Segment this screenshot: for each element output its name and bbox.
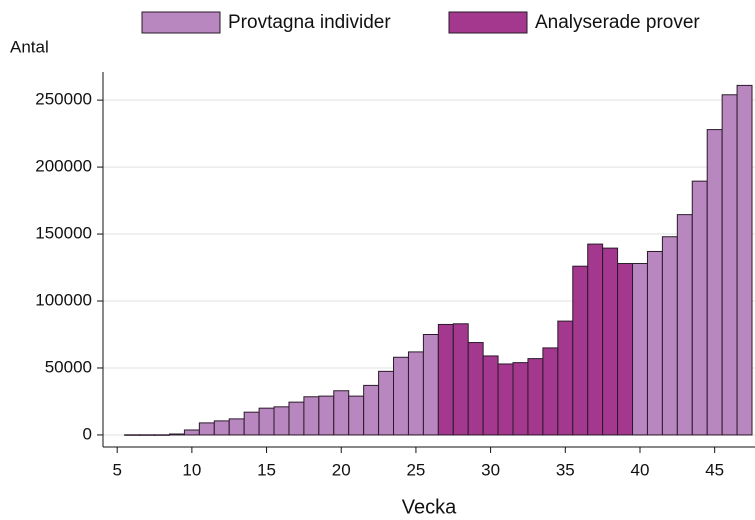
bar: [213, 420, 230, 436]
x-tick-label: 35: [556, 460, 575, 479]
bar: [243, 411, 260, 436]
bar: [452, 323, 469, 436]
bar: [437, 323, 454, 436]
bar: [333, 390, 350, 436]
bar: [467, 342, 484, 436]
bar: [646, 250, 663, 436]
bar: [288, 401, 305, 436]
bar: [303, 396, 320, 436]
bar: [258, 407, 275, 436]
x-tick-label: 45: [705, 460, 724, 479]
x-tick-label: 10: [182, 460, 201, 479]
bar: [676, 214, 693, 436]
bar: [198, 422, 215, 436]
bar: [557, 320, 574, 436]
bar: [736, 84, 753, 436]
bar: [378, 370, 395, 436]
bar: [363, 384, 380, 436]
bar: [154, 434, 170, 436]
bar: [168, 433, 185, 436]
x-tick-label: 40: [631, 460, 650, 479]
legend-swatch: [141, 11, 221, 34]
legend-swatch: [448, 11, 528, 34]
legend-label: Provtagna individer: [228, 12, 391, 33]
bar: [602, 247, 619, 436]
bar: [572, 265, 589, 436]
y-axis-label: Antal: [10, 37, 49, 56]
bar: [721, 94, 738, 436]
y-tick-label: 0: [83, 424, 92, 443]
bar: [124, 434, 141, 436]
bar: [139, 434, 156, 436]
bar: [706, 129, 723, 436]
bar: [512, 362, 529, 436]
bar: [527, 358, 544, 436]
bar: [497, 363, 514, 436]
y-tick-label: 150000: [35, 224, 92, 243]
bar: [542, 347, 559, 436]
bar: [183, 429, 200, 436]
bar: [661, 236, 678, 436]
bar: [318, 395, 335, 436]
bar: [617, 263, 634, 436]
bar: [228, 418, 245, 436]
x-tick-label: 5: [112, 460, 121, 479]
y-tick-label: 200000: [35, 157, 92, 176]
bar: [422, 334, 439, 436]
x-axis-label: Vecka: [402, 496, 457, 518]
bar: [587, 243, 604, 436]
bar: [273, 406, 290, 436]
bar: [482, 355, 499, 436]
bar: [407, 351, 424, 436]
bar: [348, 395, 365, 436]
y-tick-label: 50000: [45, 357, 92, 376]
bar: [691, 180, 708, 436]
bar: [632, 263, 648, 436]
y-tick-label: 250000: [35, 90, 92, 109]
x-tick-label: 25: [406, 460, 425, 479]
x-tick-label: 15: [257, 460, 276, 479]
x-tick-label: 30: [481, 460, 500, 479]
x-tick-label: 20: [332, 460, 351, 479]
legend-label: Analyserade prover: [535, 12, 700, 33]
bar: [393, 356, 409, 436]
y-tick-label: 100000: [35, 291, 92, 310]
